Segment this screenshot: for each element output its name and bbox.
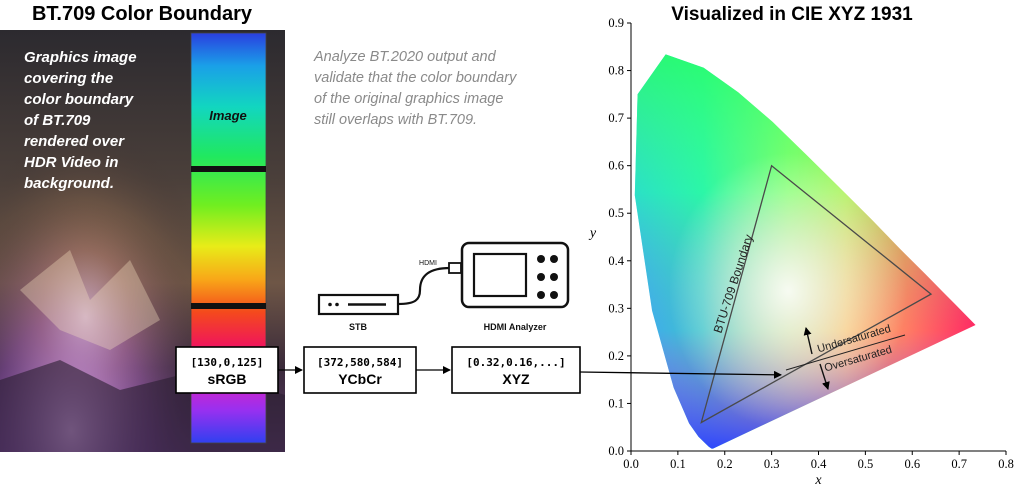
hdmi-analyzer-label: HDMI Analyzer — [484, 322, 547, 332]
note-line: validate that the color boundary — [314, 70, 517, 86]
caption-line: Graphics image — [24, 49, 137, 66]
stb-device: STB — [317, 293, 400, 332]
image-label: Image — [209, 108, 247, 123]
stb-label: STB — [349, 322, 368, 332]
x-tick-label: 0.0 — [623, 457, 639, 471]
oversaturated-arrow — [819, 363, 830, 390]
y-tick-label: 0.9 — [608, 16, 624, 30]
xyz-value: [0.32,0.16,...] — [466, 356, 565, 369]
note-line: Analyze BT.2020 output and — [313, 49, 497, 65]
y-tick-label: 0.4 — [608, 254, 624, 268]
x-axis-label: x — [814, 473, 822, 488]
white-point-glow — [634, 54, 976, 449]
saturation-divider — [785, 334, 906, 371]
y-tick-label: 0.6 — [608, 159, 624, 173]
caption-line: rendered over — [24, 133, 125, 150]
xyz-to-chart-arrow — [579, 370, 782, 379]
analysis-note: Analyze BT.2020 output and validate that… — [313, 49, 517, 128]
hdmi-analyzer-device: HDMI Analyzer — [460, 241, 570, 332]
pipeline-box-ycbcr: [372,580,584] YCbCr — [303, 346, 417, 394]
pipeline-box-srgb: [130,0,125] sRGB — [175, 346, 279, 394]
y-tick-label: 0.1 — [608, 396, 624, 410]
xyz-label: XYZ — [502, 371, 530, 387]
caption-line: covering the — [24, 70, 113, 87]
srgb-value: [130,0,125] — [191, 356, 264, 369]
x-tick-label: 0.1 — [670, 457, 686, 471]
chart-title: Visualized in CIE XYZ 1931 — [671, 4, 913, 25]
x-tick-label: 0.8 — [998, 457, 1014, 471]
y-tick-label: 0.8 — [608, 64, 624, 78]
y-tick-label: 0.5 — [608, 206, 624, 220]
x-tick-label: 0.4 — [811, 457, 827, 471]
caption-line: background. — [24, 175, 114, 192]
y-tick-label: 0.3 — [608, 301, 624, 315]
note-line: of the original graphics image — [314, 91, 503, 107]
y-tick-label: 0.0 — [608, 444, 624, 458]
cie-chart: Visualized in CIE XYZ 1931 0.0 0.1 0.2 0.3 0… — [579, 4, 1014, 488]
y-axis-label: y — [588, 226, 597, 241]
image-caption: Graphics image covering the color bounda… — [24, 49, 137, 192]
gamut-area — [634, 54, 976, 449]
pipeline-box-xyz: [0.32,0.16,...] XYZ — [451, 346, 581, 394]
chart-axes: 0.0 0.1 0.2 0.3 0.4 0.5 0.6 0.7 0.8 0.0 0.1 0.2 0.3 0… — [608, 16, 1013, 471]
left-panel-title: BT.709 Color Boundary — [32, 3, 253, 25]
x-tick-label: 0.2 — [717, 457, 733, 471]
undersaturated-arrow — [803, 327, 813, 355]
band-separator — [191, 303, 266, 309]
srgb-label: sRGB — [208, 371, 247, 387]
x-tick-label: 0.5 — [858, 457, 874, 471]
hdmi-cable: HDMI — [397, 260, 462, 306]
bt709-boundary-triangle — [700, 164, 933, 424]
caption-line: color boundary — [24, 91, 134, 108]
hdmi-cable-label: HDMI — [419, 260, 437, 267]
y-tick-label: 0.7 — [608, 111, 624, 125]
ycbcr-label: YCbCr — [338, 371, 382, 387]
x-tick-label: 0.7 — [951, 457, 967, 471]
caption-line: of BT.709 — [24, 112, 91, 129]
x-tick-label: 0.6 — [904, 457, 920, 471]
y-tick-label: 0.2 — [608, 349, 624, 363]
caption-line: HDR Video in — [24, 154, 118, 171]
note-line: still overlaps with BT.709. — [314, 112, 477, 128]
x-tick-label: 0.3 — [764, 457, 780, 471]
ycbcr-value: [372,580,584] — [317, 356, 403, 369]
band-separator — [191, 166, 266, 172]
